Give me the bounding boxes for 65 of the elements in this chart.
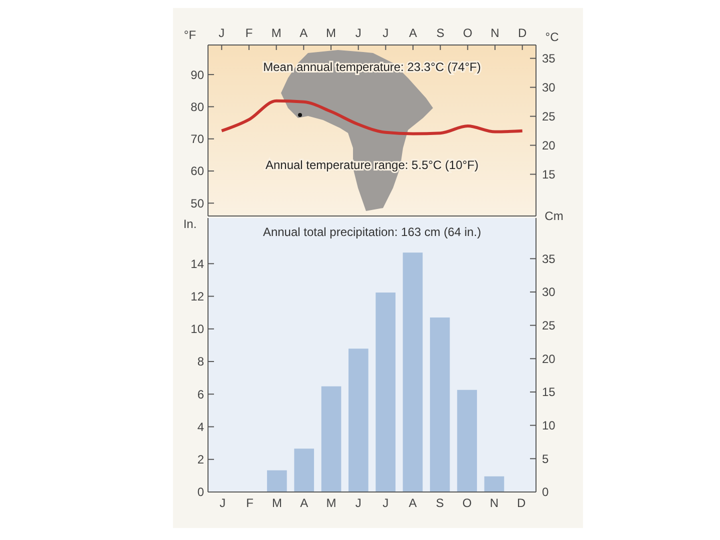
x-tick-label: A — [300, 496, 308, 510]
y2-tick-label: 15 — [542, 385, 556, 400]
x-tick-label: J — [355, 496, 362, 510]
y-tick-label: 10 — [190, 322, 204, 336]
y-axis-title: In. — [183, 217, 197, 231]
bar — [430, 317, 450, 492]
y-tick-label: 4 — [197, 420, 204, 434]
y2-tick-label: 20 — [542, 138, 556, 152]
x-tick-label: J — [355, 26, 362, 40]
annotation: Annual total precipitation: 163 cm (64 in.) — [262, 225, 482, 239]
y2-tick-label: 0 — [542, 485, 549, 500]
bar — [267, 470, 287, 492]
x-tick-label: N — [490, 26, 500, 40]
bar — [484, 476, 504, 492]
y-tick-label: 14 — [190, 256, 204, 271]
y-tick-label: 80 — [190, 100, 204, 114]
y-tick-label: 0 — [197, 485, 204, 500]
x-tick-label: S — [436, 26, 444, 40]
y2-axis-title: Cm — [544, 209, 564, 223]
y-axis-title: °F — [184, 28, 196, 42]
x-tick-label: A — [408, 26, 418, 40]
y2-tick-label: 10 — [542, 418, 556, 433]
x-tick-label: J — [382, 26, 389, 40]
x-tick-label: J — [220, 496, 226, 510]
y-tick-label: 50 — [190, 196, 204, 210]
x-tick-label: D — [517, 496, 526, 510]
x-tick-label: D — [518, 26, 527, 40]
x-tick-label: S — [436, 496, 444, 510]
x-tick-label: M — [271, 26, 282, 40]
y-tick-label: 90 — [190, 68, 204, 82]
bar — [321, 386, 342, 492]
y-tick-label: 2 — [197, 452, 204, 467]
line-series — [220, 99, 524, 136]
bar — [402, 252, 423, 492]
x-tick-label: A — [408, 496, 417, 510]
bar — [294, 448, 314, 492]
y2-tick-label: 25 — [542, 110, 556, 124]
bar — [457, 390, 477, 492]
y-tick-label: 8 — [197, 354, 204, 369]
x-tick-label: M — [326, 26, 336, 40]
x-tick-label: F — [245, 26, 253, 40]
x-tick-label: M — [272, 496, 282, 510]
x-tick-label: A — [300, 26, 308, 40]
y-tick-label: 60 — [190, 164, 204, 178]
x-tick-label: N — [490, 496, 499, 510]
x-tick-label: O — [462, 26, 472, 40]
x-tick-label: J — [382, 496, 389, 510]
y2-tick-label: 30 — [542, 80, 556, 95]
y-tick-label: 70 — [190, 132, 204, 146]
x-tick-label: O — [462, 496, 472, 510]
y2-tick-label: 15 — [542, 167, 556, 182]
y2-tick-label: 35 — [542, 252, 556, 266]
y-tick-label: 6 — [197, 387, 204, 402]
x-tick-label: M — [326, 496, 336, 510]
y2-tick-label: 30 — [542, 285, 556, 300]
y2-tick-label: 25 — [542, 318, 556, 333]
x-tick-label: J — [218, 26, 225, 40]
bar — [376, 292, 396, 492]
x-tick-label: F — [246, 496, 254, 510]
y2-tick-label: 35 — [542, 52, 556, 66]
y2-tick-label: 5 — [542, 452, 549, 466]
bar — [348, 348, 368, 492]
y2-axis-title: °C — [545, 30, 560, 44]
y2-tick-label: 20 — [542, 352, 556, 366]
y-tick-label: 12 — [190, 289, 204, 304]
